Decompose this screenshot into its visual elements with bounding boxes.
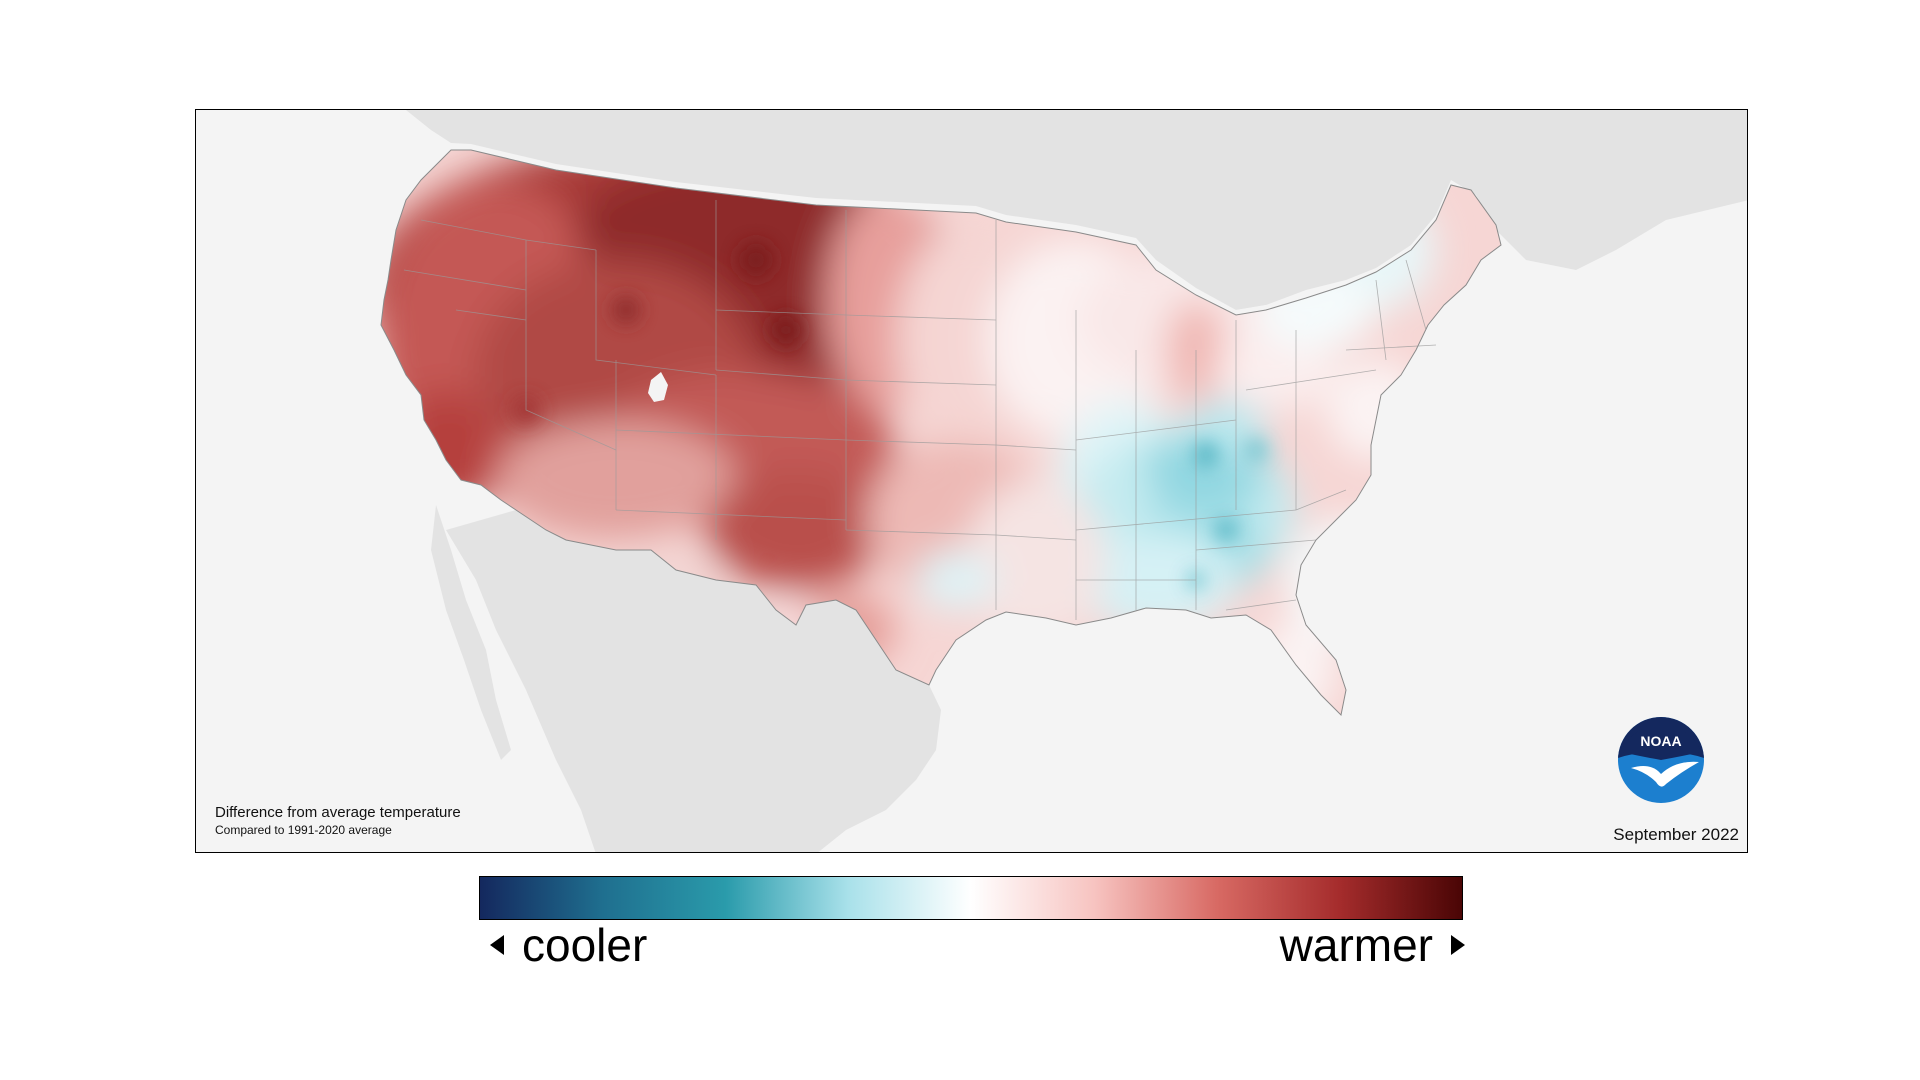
temperature-anomaly-map: NOAA Difference from average temperature… [195, 109, 1748, 853]
legend-cooler: cooler [490, 918, 647, 972]
map-canvas: NOAA [380, 110, 1747, 852]
state-boundaries [403, 200, 1437, 620]
mexico-landmass [446, 510, 941, 852]
arrow-right-icon [1451, 935, 1465, 955]
date-label: September 2022 [1613, 825, 1739, 844]
color-scale-bar [479, 876, 1463, 920]
caption-title: Difference from average temperature [215, 804, 461, 822]
noaa-logo: NOAA [1618, 717, 1704, 803]
canada-landmass [406, 110, 1747, 310]
map-caption: Difference from average temperature Comp… [215, 804, 461, 838]
warmer-label: warmer [1279, 919, 1433, 971]
arrow-left-icon [490, 935, 504, 955]
legend-warmer: warmer [1280, 918, 1465, 972]
caption-subtitle: Compared to 1991-2020 average [215, 823, 392, 837]
noaa-logo-text: NOAA [1640, 733, 1681, 749]
baja-peninsula [431, 505, 511, 760]
cooler-label: cooler [522, 919, 648, 971]
us-outline [380, 149, 1502, 717]
